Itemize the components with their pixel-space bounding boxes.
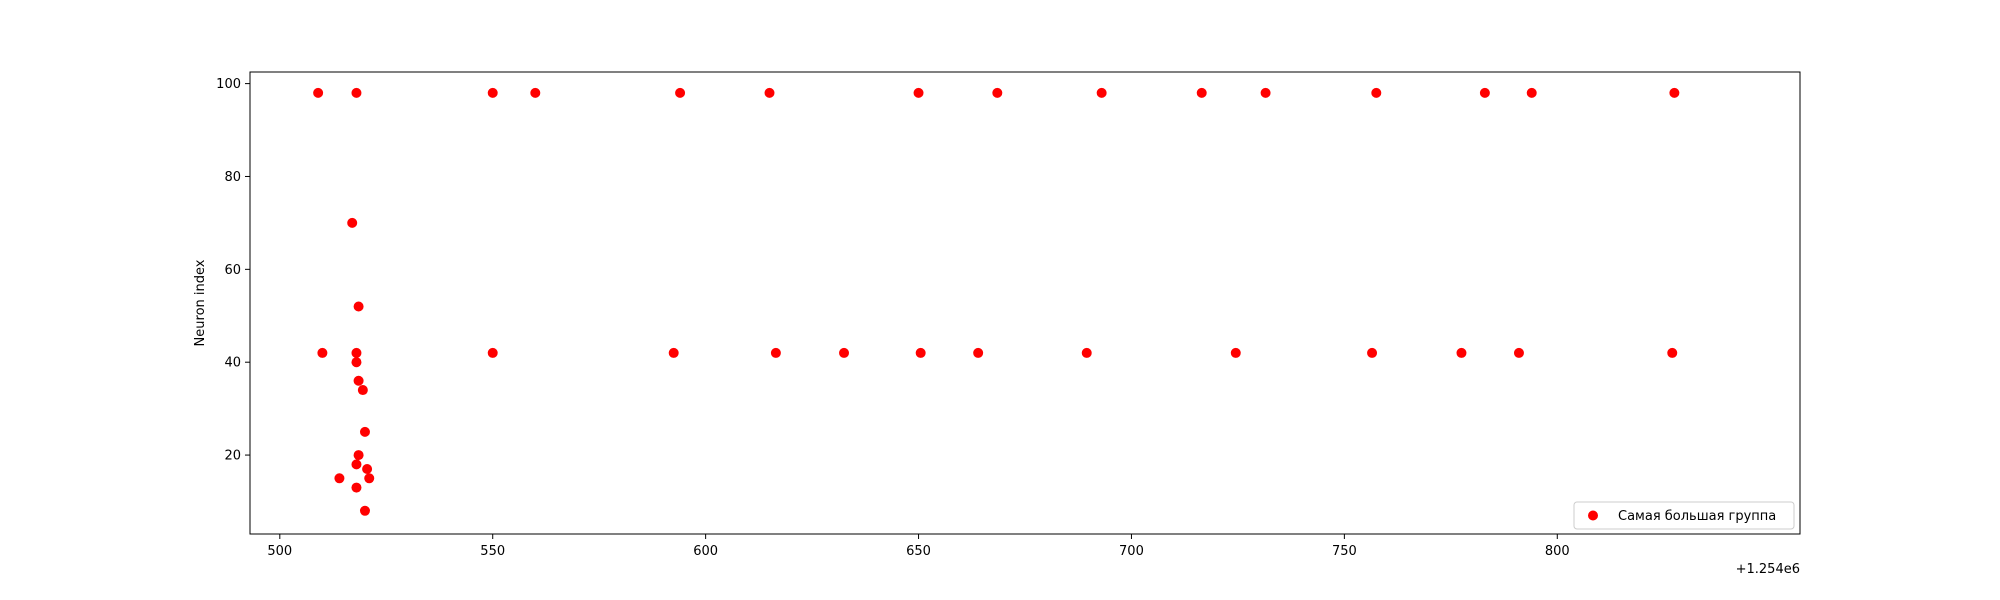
data-point	[675, 87, 686, 98]
x-tick-label: 600	[693, 544, 718, 559]
y-tick-label: 60	[224, 263, 241, 278]
data-point	[317, 347, 328, 358]
data-point	[530, 87, 541, 98]
data-point	[353, 375, 364, 386]
y-tick-label: 80	[224, 170, 241, 185]
data-point	[839, 347, 850, 358]
x-tick-label: 650	[906, 544, 931, 559]
data-point	[1096, 87, 1107, 98]
x-axis: 500 550 600 650 700 750 800	[267, 534, 1570, 559]
data-point	[334, 473, 345, 484]
data-point	[351, 347, 362, 358]
data-point	[347, 217, 358, 228]
data-point	[351, 87, 362, 98]
data-point	[1260, 87, 1271, 98]
data-point	[353, 301, 364, 312]
data-point	[915, 347, 926, 358]
data-point	[351, 357, 362, 368]
x-tick-label: 500	[267, 544, 292, 559]
legend: Самая большая группа	[1573, 501, 1795, 530]
x-tick-label: 550	[480, 544, 505, 559]
data-point	[1230, 347, 1241, 358]
data-point	[487, 347, 498, 358]
data-point	[357, 385, 368, 396]
data-point	[353, 450, 364, 461]
data-point	[1526, 87, 1537, 98]
data-point	[1669, 87, 1680, 98]
data-point	[770, 347, 781, 358]
data-point	[351, 482, 362, 493]
y-tick-label: 20	[224, 449, 241, 464]
legend-label: Самая большая группа	[1618, 509, 1776, 524]
data-point	[764, 87, 775, 98]
data-points	[313, 87, 1680, 516]
y-tick-label: 100	[216, 77, 241, 92]
data-point	[1456, 347, 1467, 358]
data-point	[992, 87, 1003, 98]
x-tick-label: 700	[1119, 544, 1144, 559]
x-tick-label: 800	[1545, 544, 1570, 559]
y-tick-label: 40	[224, 356, 241, 371]
data-point	[1667, 347, 1678, 358]
data-point	[364, 473, 375, 484]
data-point	[487, 87, 498, 98]
data-point	[1367, 347, 1378, 358]
x-tick-label: 750	[1332, 544, 1357, 559]
data-point	[351, 459, 362, 470]
data-point	[1479, 87, 1490, 98]
data-point	[359, 426, 370, 437]
y-axis-label: Neuron index	[193, 259, 208, 346]
data-point	[1371, 87, 1382, 98]
data-point	[668, 347, 679, 358]
data-point	[362, 463, 373, 474]
legend-marker	[1588, 510, 1598, 521]
x-offset-label: +1.254e6	[1736, 562, 1800, 577]
data-point	[1513, 347, 1524, 358]
legend-frame	[1573, 501, 1795, 530]
y-axis: 20 40 60 80 100	[216, 77, 250, 464]
data-point	[1196, 87, 1207, 98]
data-point	[913, 87, 924, 98]
data-point	[1081, 347, 1092, 358]
data-point	[313, 87, 324, 98]
data-point	[359, 505, 370, 516]
plot-area-frame	[249, 71, 1801, 535]
data-point	[973, 347, 984, 358]
